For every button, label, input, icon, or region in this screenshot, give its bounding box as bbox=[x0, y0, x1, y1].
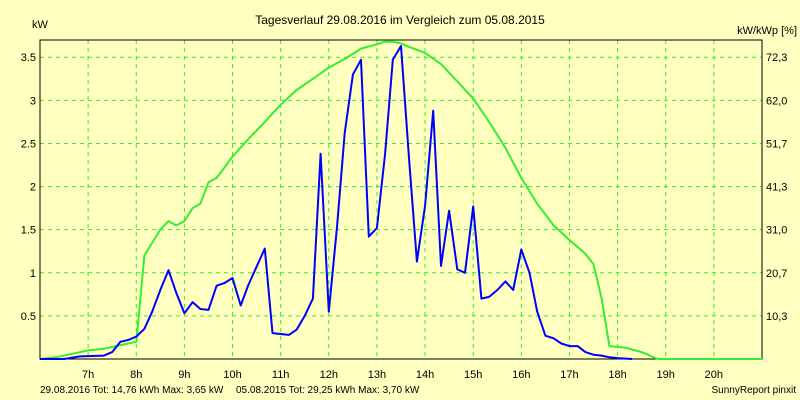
y-left-tick-label: 3 bbox=[30, 95, 36, 107]
x-tick-label: 16h bbox=[512, 369, 530, 381]
y-right-tick-label: 72,3 bbox=[766, 52, 787, 64]
y-left-tick-label: 3.5 bbox=[21, 52, 36, 64]
right-axis-unit: kW/kWp [%] bbox=[737, 25, 797, 37]
x-tick-label: 7h bbox=[82, 369, 94, 381]
footer-series1-summary: 29.08.2016 Tot: 14,76 kWh Max: 3,65 kW bbox=[40, 385, 224, 396]
y-right-tick-label: 62,0 bbox=[766, 95, 787, 107]
left-axis-unit: kW bbox=[32, 19, 49, 31]
footer-series2-summary: 05.08.2015 Tot: 29,25 kWh Max: 3,70 kW bbox=[236, 385, 420, 396]
x-tick-label: 15h bbox=[464, 369, 482, 381]
x-tick-label: 12h bbox=[320, 369, 338, 381]
x-tick-label: 11h bbox=[272, 369, 290, 381]
footer-brand: SunnyReport pinxit bbox=[712, 385, 797, 396]
tick-labels: 7h 8h 9h 10h 11h 12h 13h 14h 15h 16h 17h 18h 19h 20h 0… bbox=[21, 52, 788, 381]
series-line-2016 bbox=[40, 45, 633, 360]
x-tick-label: 8h bbox=[130, 369, 142, 381]
x-tick-label: 10h bbox=[223, 369, 241, 381]
y-right-tick-label: 20,7 bbox=[766, 268, 787, 280]
x-tick-label: 19h bbox=[657, 369, 675, 381]
x-tick-label: 9h bbox=[178, 369, 190, 381]
y-left-tick-label: 1 bbox=[30, 268, 36, 280]
y-left-tick-label: 2 bbox=[30, 182, 36, 194]
y-left-tick-label: 2.5 bbox=[21, 138, 36, 150]
y-left-tick-label: 0.5 bbox=[21, 311, 36, 323]
x-tick-label: 17h bbox=[560, 369, 578, 381]
y-left-tick-label: 1.5 bbox=[21, 225, 36, 237]
y-right-tick-label: 41,3 bbox=[766, 182, 787, 194]
y-right-tick-label: 51,7 bbox=[766, 138, 787, 150]
series-line-2015 bbox=[39, 40, 762, 360]
x-tick-label: 20h bbox=[705, 369, 723, 381]
y-right-tick-label: 10,3 bbox=[766, 311, 787, 323]
y-right-tick-label: 31,0 bbox=[766, 225, 787, 237]
series-layer bbox=[39, 40, 762, 360]
chart-title: Tagesverlauf 29.08.2016 im Vergleich zum… bbox=[255, 13, 545, 27]
x-tick-label: 13h bbox=[368, 369, 386, 381]
x-tick-label: 18h bbox=[608, 369, 626, 381]
plot-frame bbox=[39, 39, 763, 360]
x-tick-label: 14h bbox=[416, 369, 434, 381]
